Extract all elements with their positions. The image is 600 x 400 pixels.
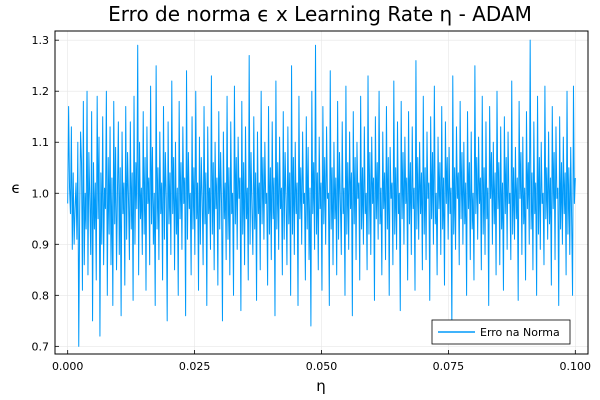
x-tick-label: 0.025 xyxy=(179,360,211,373)
x-tick-label: 0.050 xyxy=(306,360,338,373)
y-tick-label: 1.0 xyxy=(32,187,50,200)
x-tick-label: 0.100 xyxy=(560,360,592,373)
series-line-erro-na-norma xyxy=(67,39,576,347)
y-tick-label: 1.2 xyxy=(32,85,50,98)
y-tick-label: 0.8 xyxy=(32,289,50,302)
x-axis-label: η xyxy=(316,377,326,395)
series-line-group xyxy=(67,39,576,347)
y-tick-label: 0.9 xyxy=(32,238,50,251)
y-tick-label: 1.1 xyxy=(32,136,50,149)
y-tick-label: 1.3 xyxy=(32,34,50,47)
legend-label: Erro na Norma xyxy=(480,326,560,339)
x-tick-label: 0.075 xyxy=(433,360,465,373)
y-ticks: 0.7 0.8 0.9 1.0 1.1 1.2 1.3 xyxy=(32,34,59,353)
y-axis-label: ϵ xyxy=(11,179,20,197)
chart-title: Erro de norma ϵ x Learning Rate η - ADAM xyxy=(108,2,532,26)
y-tick-label: 0.7 xyxy=(32,340,50,353)
legend: Erro na Norma xyxy=(431,319,571,345)
x-ticks: 0.000 0.025 0.050 0.075 0.100 xyxy=(52,350,591,373)
x-tick-label: 0.000 xyxy=(52,360,84,373)
